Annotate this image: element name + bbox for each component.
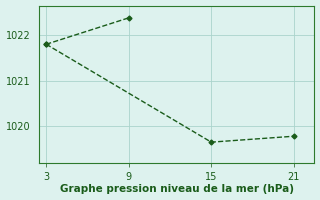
X-axis label: Graphe pression niveau de la mer (hPa): Graphe pression niveau de la mer (hPa) xyxy=(60,184,294,194)
